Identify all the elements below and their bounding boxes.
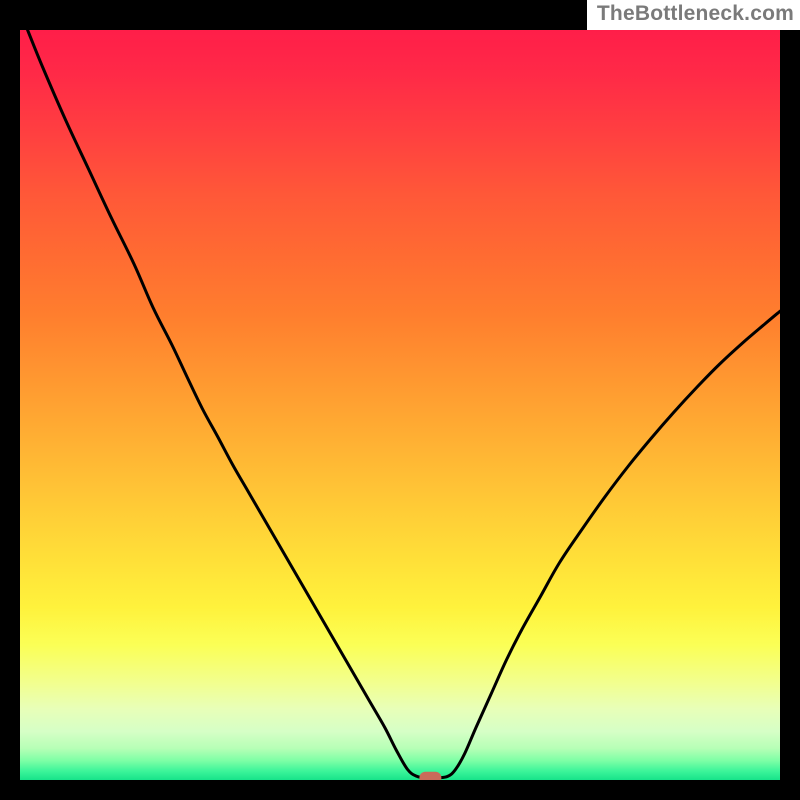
chart-svg: [20, 30, 780, 780]
minimum-marker: [419, 772, 441, 780]
plot-area: [20, 30, 780, 780]
chart-stage: TheBottleneck.com: [0, 0, 800, 800]
chart-background: [20, 30, 780, 780]
attribution-label: TheBottleneck.com: [587, 0, 800, 30]
